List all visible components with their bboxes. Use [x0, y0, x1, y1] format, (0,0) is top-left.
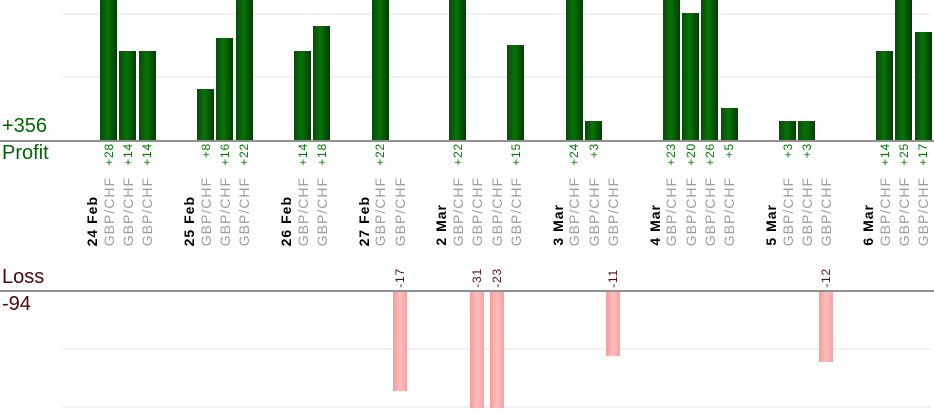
- profit-bar: [895, 0, 913, 140]
- trade-symbol-label: GBP/CHF: [604, 176, 621, 246]
- profit-value-label: +22: [450, 143, 465, 166]
- trade-symbol-label: GBP/CHF: [197, 176, 214, 246]
- loss-bar: [605, 292, 620, 356]
- trade-symbol-label: GBP/CHF: [798, 176, 815, 246]
- profit-bar: [216, 38, 234, 140]
- profit-bar: [585, 120, 602, 140]
- loss-bar: [470, 292, 485, 408]
- loss-total-label: -94: [2, 293, 31, 315]
- trade-symbol-label: GBP/CHF: [313, 176, 330, 246]
- profit-value-label: +3: [780, 143, 795, 159]
- date-label: 4 Mar: [646, 204, 663, 246]
- trade-symbol-label: GBP/CHF: [488, 176, 505, 246]
- trade-symbol-label: GBP/CHF: [566, 176, 583, 246]
- trade-symbol-label: GBP/CHF: [779, 176, 796, 246]
- profit-value-label: +26: [702, 143, 717, 166]
- profit-bar: [294, 50, 311, 140]
- trade-symbol-label: GBP/CHF: [139, 176, 156, 246]
- profit-gridline: [63, 76, 930, 78]
- loss-bar: [392, 292, 407, 391]
- profit-value-label: +17: [916, 143, 931, 166]
- loss-value-label: -11: [605, 269, 620, 288]
- loss-bar: [819, 292, 834, 362]
- profit-value-label: +14: [877, 143, 892, 166]
- date-label: 6 Mar: [860, 204, 876, 246]
- trade-symbol-label: GBP/CHF: [682, 176, 699, 246]
- profit-value-label: +3: [586, 143, 601, 159]
- profit-bar: [371, 0, 389, 140]
- trade-symbol-label: GBP/CHF: [372, 176, 389, 246]
- profit-value-label: +14: [295, 143, 310, 166]
- profit-axis-label: Profit: [2, 142, 49, 164]
- profit-total-label: +356: [2, 115, 48, 137]
- loss-value-label: -12: [819, 268, 834, 288]
- date-label: 5 Mar: [763, 204, 779, 246]
- profit-bar: [682, 12, 699, 140]
- date-label: 25 Feb: [181, 195, 197, 246]
- trade-symbol-label: GBP/CHF: [216, 176, 233, 246]
- trade-symbol-label: GBP/CHF: [895, 176, 912, 246]
- loss-zero-axis-line: [0, 290, 934, 292]
- trade-symbol-label: GBP/CHF: [701, 176, 718, 246]
- trade-symbol-label: GBP/CHF: [585, 176, 602, 246]
- profit-value-label: +14: [120, 143, 135, 166]
- trade-symbol-label: GBP/CHF: [449, 176, 466, 246]
- loss-value-label: -23: [489, 268, 504, 288]
- profit-value-label: +25: [896, 143, 911, 166]
- profit-bar: [119, 50, 137, 140]
- profit-value-label: +18: [314, 143, 329, 166]
- profit-value-label: +22: [373, 143, 388, 166]
- profit-zero-axis-line: [0, 140, 934, 142]
- profit-bar: [449, 0, 467, 140]
- trade-symbol-label: GBP/CHF: [100, 176, 117, 246]
- profit-bar: [662, 0, 680, 140]
- date-label: 24 Feb: [84, 195, 100, 246]
- profit-bar: [701, 0, 719, 140]
- trade-symbol-label: GBP/CHF: [119, 176, 136, 246]
- profit-gridline: [63, 13, 930, 15]
- profit-bar: [798, 120, 816, 140]
- loss-value-label: -17: [392, 268, 407, 288]
- date-label: 2 Mar: [433, 204, 450, 246]
- profit-bar: [876, 50, 893, 140]
- profit-bar: [197, 89, 214, 140]
- profit-value-label: +22: [237, 143, 252, 166]
- profit-value-label: +5: [722, 143, 737, 159]
- trade-symbol-label: GBP/CHF: [236, 176, 253, 246]
- profit-bar: [779, 120, 796, 140]
- profit-bar: [138, 50, 156, 140]
- date-label: 27 Feb: [355, 195, 372, 246]
- profit-value-label: +8: [198, 143, 213, 159]
- trade-symbol-label: GBP/CHF: [663, 176, 680, 246]
- trade-symbol-label: GBP/CHF: [818, 176, 835, 246]
- profit-value-label: +24: [567, 143, 582, 166]
- profit-value-label: +20: [683, 143, 698, 166]
- loss-bar: [489, 292, 504, 408]
- trade-symbol-label: GBP/CHF: [721, 176, 738, 246]
- loss-value-label: -31: [470, 268, 485, 288]
- profit-value-label: +23: [664, 143, 679, 166]
- profit-bar: [565, 0, 583, 140]
- profit-bar: [235, 0, 253, 140]
- trade-symbol-label: GBP/CHF: [915, 176, 932, 246]
- trade-symbol-label: GBP/CHF: [391, 176, 408, 246]
- trade-symbol-label: GBP/CHF: [469, 176, 486, 246]
- profit-bar: [313, 25, 331, 140]
- profit-bar: [507, 44, 525, 140]
- profit-bar: [720, 108, 738, 140]
- trade-symbol-label: GBP/CHF: [876, 176, 893, 246]
- profit-value-label: +28: [101, 143, 116, 166]
- profit-value-label: +16: [217, 143, 232, 166]
- date-label: 26 Feb: [278, 195, 294, 246]
- profit-value-label: +15: [508, 143, 523, 166]
- loss-axis-label: Loss: [2, 266, 45, 288]
- profit-bar: [914, 31, 932, 140]
- date-label: 3 Mar: [549, 204, 566, 246]
- profit-value-label: +3: [799, 143, 814, 159]
- profit-bar: [100, 0, 117, 140]
- trade-symbol-label: GBP/CHF: [507, 176, 524, 246]
- trade-symbol-label: GBP/CHF: [294, 176, 311, 246]
- profit-value-label: +14: [140, 143, 155, 166]
